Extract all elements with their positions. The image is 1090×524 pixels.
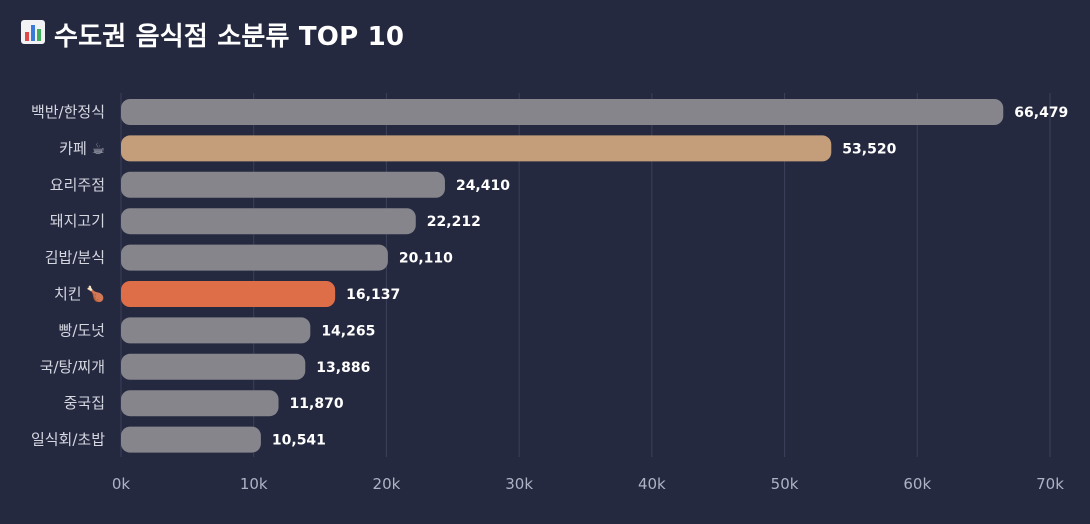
chart-title-row: 수도권 음식점 소분류 TOP 10 (20, 14, 404, 54)
x-tick-label: 40k (638, 475, 666, 493)
x-tick-label: 0k (112, 475, 131, 493)
bar (121, 135, 832, 162)
bar (121, 426, 261, 453)
category-label: 일식회/초밥 (31, 431, 105, 449)
x-tick-label: 70k (1036, 475, 1064, 493)
chart-title: 수도권 음식점 소분류 TOP 10 (54, 21, 405, 52)
value-label: 66,479 (1014, 105, 1068, 121)
category-label: 백반/한정식 (31, 103, 105, 121)
value-label: 11,870 (290, 396, 344, 412)
bar (121, 244, 388, 271)
bar (121, 353, 306, 380)
value-label: 16,137 (346, 287, 400, 303)
category-label: 빵/도넛 (59, 321, 105, 339)
bar (121, 317, 311, 344)
bar (121, 390, 279, 417)
bar (121, 208, 416, 235)
value-label: 53,520 (842, 141, 896, 157)
category-label: 국/탕/찌개 (40, 358, 105, 376)
value-label: 22,212 (427, 214, 481, 230)
value-label: 14,265 (321, 323, 375, 339)
value-label: 13,886 (316, 360, 370, 376)
bar (121, 281, 336, 307)
x-tick-label: 60k (903, 475, 931, 493)
value-label: 20,110 (399, 251, 453, 267)
bar-chart-icon (20, 19, 46, 49)
category-label: 요리주점 (50, 176, 105, 194)
x-tick-label: 50k (771, 475, 799, 493)
value-label: 24,410 (456, 178, 510, 194)
x-tick-label: 20k (373, 475, 401, 493)
bar (121, 171, 445, 198)
category-label: 김밥/분식 (45, 249, 105, 267)
category-label: 돼지고기 (50, 212, 105, 230)
bar (121, 99, 1004, 125)
category-label: 치킨 🍗 (54, 285, 105, 303)
value-label: 10,541 (272, 433, 326, 449)
x-tick-label: 10k (240, 475, 268, 493)
x-tick-label: 30k (505, 475, 533, 493)
category-label: 카페 ☕ (59, 139, 105, 157)
category-label: 중국집 (64, 394, 105, 412)
